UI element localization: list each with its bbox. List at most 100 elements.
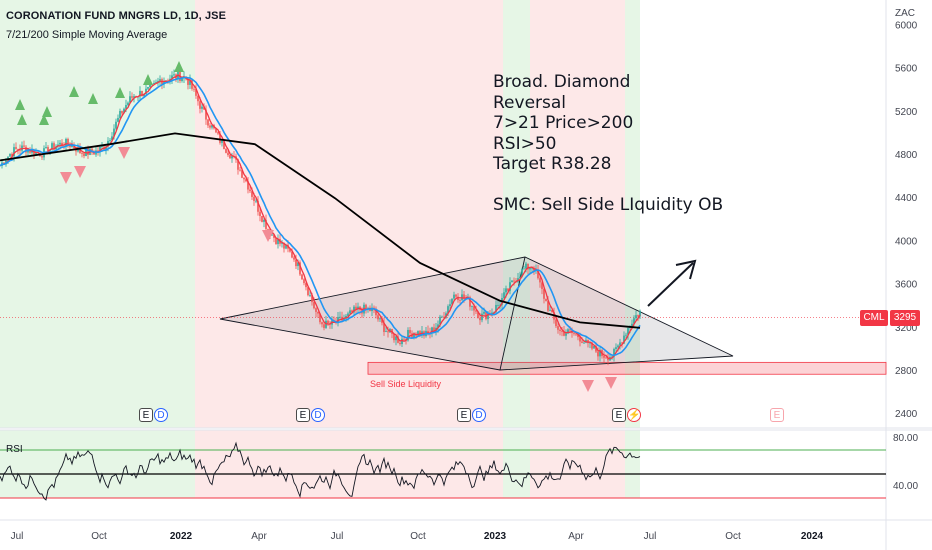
buy-signal-icon — [39, 114, 49, 125]
candle-body — [217, 132, 219, 134]
dividend-marker[interactable]: D — [472, 408, 486, 422]
candle-body — [469, 296, 471, 307]
sma-7-line — [0, 74, 641, 359]
candle-body — [47, 147, 49, 155]
candle-body — [265, 219, 267, 229]
candle-body — [145, 88, 147, 95]
candle-body — [375, 308, 377, 316]
rsi-label: RSI — [6, 444, 23, 455]
time-tick-label: 2023 — [484, 531, 507, 542]
price-tick-label: 5600 — [895, 64, 918, 75]
candle-body — [211, 125, 213, 128]
regime-band — [195, 0, 503, 428]
lightning-icon[interactable]: ⚡ — [627, 408, 641, 422]
candle-body — [589, 342, 591, 344]
candle-body — [283, 242, 285, 249]
candle-body — [635, 315, 637, 319]
earnings-marker[interactable]: E — [139, 408, 153, 422]
candle-body — [295, 259, 297, 267]
annotation-line-4: RSI>50 — [493, 133, 557, 154]
sell-side-liquidity-label: Sell Side Liquidity — [370, 379, 442, 389]
candle-body — [563, 331, 565, 336]
candle-body — [471, 306, 473, 307]
candle-body — [189, 79, 191, 85]
annotation-line-7: SMC: Sell Side LIquidity OB — [493, 195, 724, 215]
candle-body — [153, 82, 155, 84]
candle-body — [291, 251, 293, 258]
dividend-marker[interactable]: D — [154, 408, 168, 422]
rsi-regime-band — [195, 430, 503, 498]
candle-body — [219, 133, 221, 143]
candle-body — [271, 234, 273, 236]
candle-body — [399, 342, 401, 345]
candle-body — [239, 169, 241, 171]
candle-body — [259, 211, 261, 216]
rsi-tick-label: 80.00 — [893, 433, 918, 444]
buy-signal-icon — [88, 93, 98, 104]
buy-signal-icon — [17, 114, 27, 125]
candle-body — [541, 282, 543, 289]
candle-body — [315, 308, 317, 312]
earnings-marker[interactable]: E — [612, 408, 626, 422]
sma-21-line — [0, 76, 641, 357]
candle-body — [249, 189, 251, 192]
candle-body — [499, 304, 501, 306]
candle-body — [511, 280, 513, 283]
candle-body — [243, 177, 245, 180]
price-tick-label: 4000 — [895, 236, 918, 247]
candle-body — [171, 75, 173, 79]
candle-body — [237, 159, 239, 170]
candle-body — [547, 301, 549, 311]
candle-body — [473, 306, 475, 311]
time-tick-label: Jul — [644, 531, 657, 542]
candle-body — [385, 331, 387, 332]
candle-body — [447, 306, 449, 314]
indicator-legend[interactable]: 7/21/200 Simple Moving Average — [6, 29, 168, 41]
candle-body — [591, 342, 593, 349]
candle-body — [35, 152, 37, 156]
candle-body — [507, 288, 509, 291]
candle-body — [503, 292, 505, 298]
earnings-marker-upcoming[interactable]: E — [770, 408, 784, 422]
candle-body — [223, 139, 225, 149]
price-tick-label: 6000 — [895, 20, 918, 31]
candle-body — [607, 358, 609, 361]
sell-signal-icon — [74, 166, 86, 178]
candle-body — [557, 326, 559, 330]
candle-body — [67, 138, 69, 145]
candle-body — [379, 318, 381, 320]
candle-body — [181, 77, 183, 81]
candle-body — [497, 304, 499, 306]
candle-body — [193, 88, 195, 90]
dividend-marker[interactable]: D — [311, 408, 325, 422]
candle-body — [311, 295, 313, 303]
candle-body — [491, 312, 493, 315]
candle-body — [275, 237, 277, 245]
earnings-marker[interactable]: E — [457, 408, 471, 422]
time-tick-label: Oct — [410, 531, 426, 542]
candle-body — [113, 128, 115, 137]
candle-body — [313, 302, 315, 309]
candle-body — [143, 94, 145, 97]
candle-body — [417, 331, 419, 336]
candle-body — [549, 309, 551, 311]
candle-body — [9, 153, 11, 157]
candle-body — [357, 306, 359, 310]
earnings-marker[interactable]: E — [296, 408, 310, 422]
buy-signal-icon — [174, 61, 184, 72]
candle-body — [13, 147, 15, 157]
candle-body — [365, 304, 367, 309]
candle-body — [45, 147, 47, 149]
annotation-line-5: Target R38.28 — [493, 154, 612, 174]
candle-body — [293, 257, 295, 260]
candle-body — [257, 200, 259, 212]
candle-body — [627, 328, 629, 335]
candle-body — [157, 80, 159, 83]
candle-body — [639, 310, 641, 317]
candle-body — [173, 74, 175, 76]
price-tick-label: 3600 — [895, 280, 918, 291]
chart-title[interactable]: CORONATION FUND MNGRS LD, 1D, JSE — [6, 10, 227, 22]
candle-body — [187, 78, 189, 85]
candle-body — [87, 148, 89, 155]
